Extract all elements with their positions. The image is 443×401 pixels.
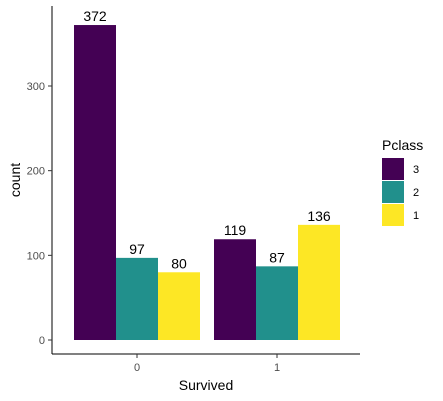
legend-swatch bbox=[382, 181, 404, 203]
bar bbox=[214, 239, 256, 340]
data-labels: 372 97 80 119 87 136 bbox=[83, 8, 331, 271]
bar bbox=[256, 266, 298, 340]
y-tick-label: 200 bbox=[27, 166, 45, 178]
data-label: 136 bbox=[307, 208, 331, 224]
x-tick-label: 0 bbox=[134, 362, 140, 374]
legend-swatch bbox=[382, 158, 404, 180]
data-label: 97 bbox=[129, 241, 145, 257]
y-axis-ticks: 0 100 200 300 bbox=[27, 81, 52, 347]
data-label: 372 bbox=[83, 8, 107, 24]
y-tick-label: 0 bbox=[39, 335, 45, 347]
bar bbox=[298, 224, 340, 340]
bar bbox=[158, 272, 200, 340]
legend-label: 1 bbox=[413, 210, 419, 222]
bar bbox=[116, 257, 158, 340]
y-axis-title: count bbox=[7, 163, 23, 197]
legend-items: 3 2 1 bbox=[382, 158, 419, 226]
data-label: 80 bbox=[171, 255, 187, 271]
bar bbox=[74, 25, 116, 340]
legend-label: 3 bbox=[413, 164, 419, 176]
bars bbox=[74, 25, 340, 340]
legend-title: Pclass bbox=[382, 137, 423, 153]
y-tick-label: 300 bbox=[27, 81, 45, 93]
legend: Pclass 3 2 1 bbox=[382, 137, 423, 226]
data-label: 87 bbox=[269, 249, 285, 265]
x-axis-title: Survived bbox=[179, 377, 233, 393]
data-label: 119 bbox=[224, 222, 247, 238]
legend-label: 2 bbox=[413, 187, 419, 199]
y-tick-label: 100 bbox=[27, 250, 45, 262]
legend-swatch bbox=[382, 204, 404, 226]
x-tick-label: 1 bbox=[274, 362, 280, 374]
